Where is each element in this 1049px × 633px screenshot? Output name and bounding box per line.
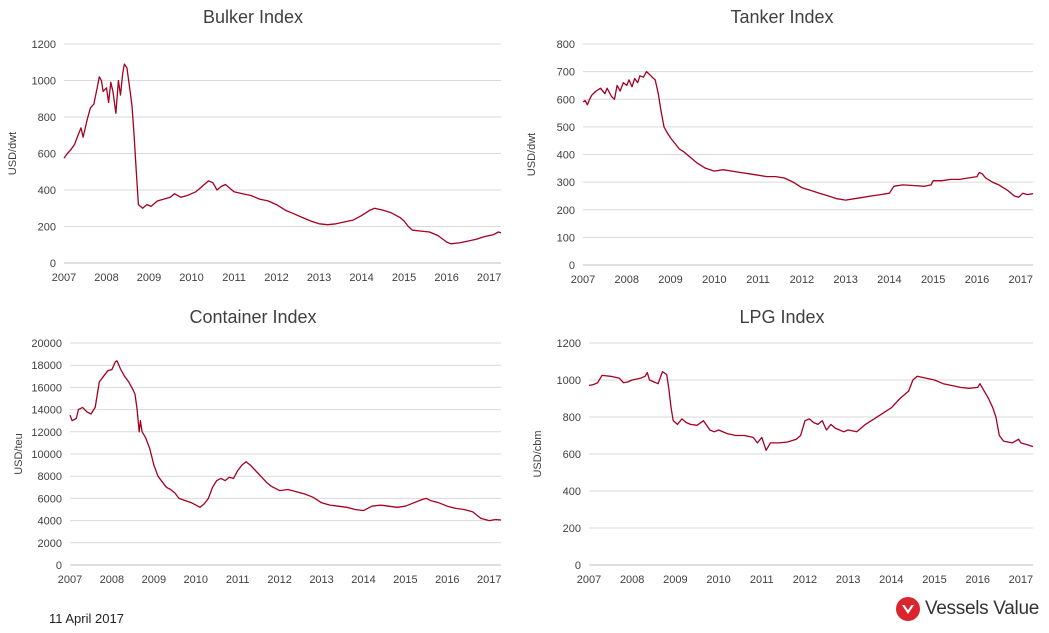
x-tick-label: 2007 <box>577 574 601 586</box>
y-tick-label: 14000 <box>31 405 62 417</box>
x-tick-label: 2016 <box>434 272 458 284</box>
y-tick-label: 0 <box>56 560 62 572</box>
x-tick-label: 2008 <box>620 574 644 586</box>
x-tick-label: 2017 <box>477 574 501 586</box>
x-tick-label: 2010 <box>706 574 730 586</box>
x-tick-label: 2013 <box>309 574 333 586</box>
x-tick-label: 2007 <box>58 574 82 586</box>
x-tick-label: 2008 <box>94 272 118 284</box>
x-tick-label: 2010 <box>184 574 208 586</box>
x-tick-label: 2017 <box>477 272 501 284</box>
x-tick-label: 2015 <box>921 274 945 286</box>
x-tick-label: 2010 <box>179 272 203 284</box>
y-axis-label: USD/cbm <box>532 430 544 477</box>
x-tick-label: 2009 <box>663 574 687 586</box>
x-tick-label: 2016 <box>435 574 459 586</box>
x-tick-label: 2009 <box>658 274 682 286</box>
series-line <box>69 360 502 522</box>
y-tick-label: 1000 <box>557 375 581 387</box>
y-tick-label: 1200 <box>32 39 56 51</box>
y-tick-label: 600 <box>557 94 575 106</box>
y-tick-label: 1200 <box>557 338 581 350</box>
x-tick-label: 2013 <box>833 274 857 286</box>
y-tick-label: 0 <box>575 560 581 572</box>
x-tick-label: 2010 <box>702 274 726 286</box>
brand-name: Vessels Value <box>924 598 1039 619</box>
y-tick-label: 20000 <box>31 338 62 350</box>
y-tick-label: 4000 <box>38 516 62 528</box>
lpg-index-chart: 0 200 400 600 800 1000 1200 2007 2008 2009 2010 201… <box>532 307 1034 586</box>
x-tick-label: 2007 <box>52 272 76 284</box>
y-tick-label: 200 <box>557 205 575 217</box>
y-tick-label: 2000 <box>38 538 62 550</box>
y-tick-label: 400 <box>563 486 581 498</box>
x-tick-label: 2012 <box>790 274 814 286</box>
x-tick-label: 2017 <box>1009 274 1033 286</box>
vesselsvalue-logo-icon <box>895 597 920 621</box>
x-tick-label: 2017 <box>1009 574 1033 586</box>
series-line <box>582 70 1034 201</box>
y-tick-label: 800 <box>557 39 575 51</box>
y-tick-label: 16000 <box>31 382 62 394</box>
chart-title: Tanker Index <box>730 7 833 27</box>
y-tick-label: 0 <box>50 258 56 270</box>
y-axis-label: USD/dwt <box>7 132 19 175</box>
x-tick-label: 2009 <box>137 272 161 284</box>
x-tick-label: 2014 <box>877 274 901 286</box>
y-tick-label: 200 <box>563 523 581 535</box>
y-tick-label: 200 <box>38 222 56 234</box>
y-tick-label: 800 <box>38 112 56 124</box>
x-tick-label: 2011 <box>226 574 250 586</box>
y-tick-label: 1000 <box>32 76 56 88</box>
brand-logo[interactable]: Vessels Value <box>895 597 1039 621</box>
y-tick-label: 8000 <box>38 471 62 483</box>
x-tick-label: 2015 <box>392 272 416 284</box>
x-tick-label: 2012 <box>267 574 291 586</box>
x-tick-label: 2007 <box>571 274 595 286</box>
bulker-index-chart: 0 200 400 600 800 1000 1200 2007 2008 2009 2010 201… <box>7 7 501 284</box>
x-tick-label: 2014 <box>351 574 375 586</box>
y-tick-label: 400 <box>557 150 575 162</box>
y-tick-label: 600 <box>563 449 581 461</box>
report-date: 11 April 2017 <box>49 611 124 626</box>
y-axis-label: USD/dwt <box>526 133 538 176</box>
y-tick-label: 300 <box>557 177 575 189</box>
y-axis-label: USD/teu <box>13 433 25 475</box>
x-tick-label: 2012 <box>793 574 817 586</box>
chart-title: LPG Index <box>739 307 824 327</box>
tanker-index-chart: 0 100 200 300 400 500 600 700 800 2007 2008 2009 201… <box>526 7 1034 286</box>
x-tick-label: 2015 <box>393 574 417 586</box>
x-tick-label: 2009 <box>142 574 166 586</box>
x-tick-label: 2011 <box>222 272 246 284</box>
x-tick-label: 2008 <box>615 274 639 286</box>
x-tick-label: 2012 <box>264 272 288 284</box>
container-index-chart: 0 2000 4000 6000 8000 10000 12000 14000 16000 180… <box>13 307 502 586</box>
y-tick-label: 6000 <box>38 493 62 505</box>
chart-title: Bulker Index <box>203 7 303 27</box>
x-tick-label: 2014 <box>349 272 373 284</box>
y-tick-label: 10000 <box>31 449 62 461</box>
x-tick-label: 2011 <box>746 274 770 286</box>
y-tick-label: 500 <box>557 122 575 134</box>
series-line <box>63 63 502 245</box>
x-tick-label: 2008 <box>100 574 124 586</box>
y-tick-label: 100 <box>557 232 575 244</box>
x-tick-label: 2016 <box>965 274 989 286</box>
y-tick-label: 0 <box>569 260 575 272</box>
x-tick-label: 2011 <box>750 574 774 586</box>
y-tick-label: 400 <box>38 185 56 197</box>
y-tick-label: 18000 <box>31 360 62 372</box>
y-tick-label: 800 <box>563 412 581 424</box>
x-tick-label: 2013 <box>307 272 331 284</box>
y-tick-label: 700 <box>557 67 575 79</box>
chart-title: Container Index <box>189 307 316 327</box>
series-line <box>588 371 1034 451</box>
x-tick-label: 2013 <box>836 574 860 586</box>
x-tick-label: 2014 <box>879 574 903 586</box>
y-tick-label: 600 <box>38 149 56 161</box>
y-tick-label: 12000 <box>31 427 62 439</box>
x-tick-label: 2016 <box>965 574 989 586</box>
x-tick-label: 2015 <box>922 574 946 586</box>
